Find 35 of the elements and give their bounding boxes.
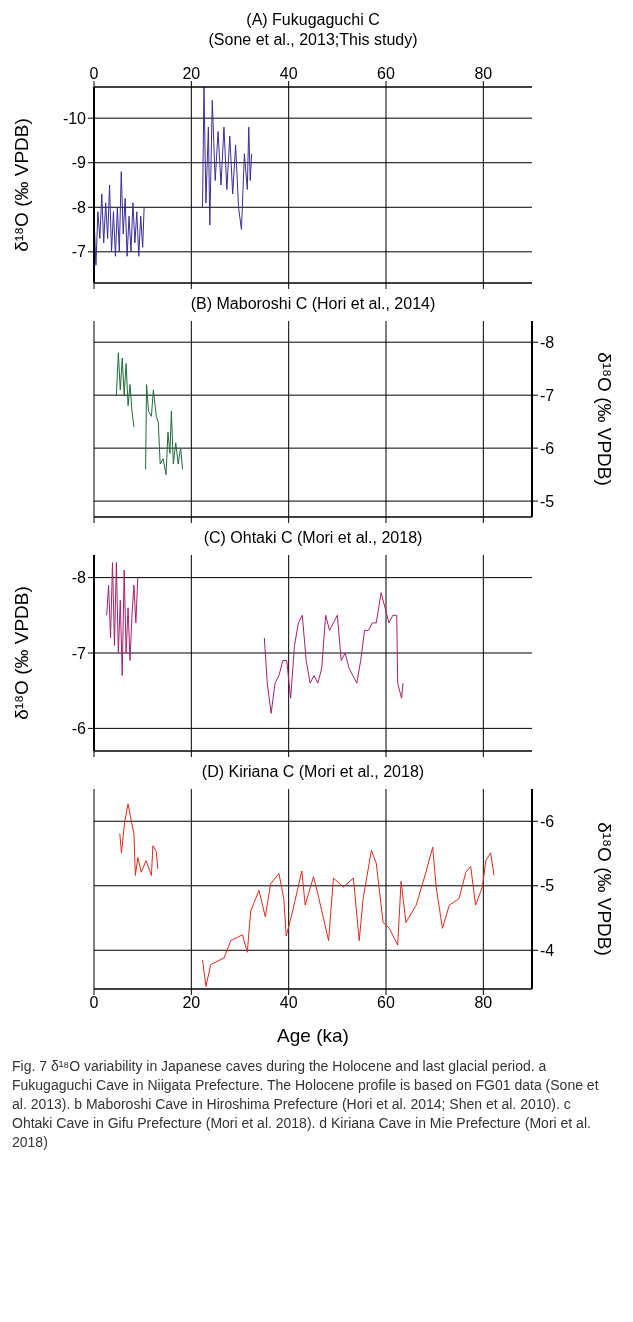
chart-title: (A) Fukugaguchi C [245,10,381,30]
x2-tick-label: 40 [279,65,298,82]
x-tick-label: 80 [474,994,493,1012]
y-tick-label: -8 [71,198,87,216]
x-tick-label: 20 [182,994,201,1012]
chart-title: (B) Maboroshi C (Hori et al., 2014) [189,294,437,314]
y2-axis-title: δ¹⁸O (‰ VPDB) [594,352,616,486]
y-tick-label: -8 [71,569,87,587]
x2-tick-label: 60 [377,65,395,82]
y2-tick-label: -4 [540,941,555,959]
x-tick-label: 40 [279,994,298,1012]
x2-tick-label: 20 [182,65,201,82]
x-tick-label: 60 [377,994,395,1012]
y-axis-title: δ¹⁸O (‰ VPDB) [10,118,32,252]
y2-axis-title: δ¹⁸O (‰ VPDB) [594,822,616,956]
caption: Fig. 7 δ¹⁸O variability in Japanese caves during the Holocene and last glacial period. a Fukugaguchi Cave in Niigata Prefecture. The Holocene profile is based on FG01 data (Sone et al. 2013). b Maboroshi Cave in Hiroshima Prefecture (Hori et al. 2014; Shen et al. 2010). c Ohtaki Cave in Gifu Prefecture (Mori et al. 2018). d Kiriana Cave in Mie Prefecture (Mori et al. 2018) [12,1057,600,1152]
y2-tick-label: -6 [540,812,555,830]
x2-tick-label: 0 [89,65,99,82]
y-tick-label: -7 [71,243,87,261]
y2-tick-label: -6 [540,439,555,457]
y-tick-label: -7 [71,644,87,662]
chart-title: (D) Kiriana C (Mori et al., 2018) [200,762,426,782]
y-tick-label: -9 [71,154,87,172]
x-tick-label: 0 [89,994,99,1012]
y2-tick-label: -5 [540,492,555,510]
chart-subtitle: (Sone et al., 2013;This study) [207,30,419,50]
x2-tick-label: 80 [474,65,493,82]
y-axis-title: δ¹⁸O (‰ VPDB) [10,586,32,720]
y-tick-label: -10 [62,109,87,127]
y2-tick-label: -5 [540,877,555,895]
y2-tick-label: -7 [540,386,555,404]
chart-title: (C) Ohtaki C (Mori et al., 2018) [202,528,424,548]
y-tick-label: -6 [71,720,87,738]
x-axis-title: Age (ka) [277,1025,349,1046]
y2-tick-label: -8 [540,333,555,351]
